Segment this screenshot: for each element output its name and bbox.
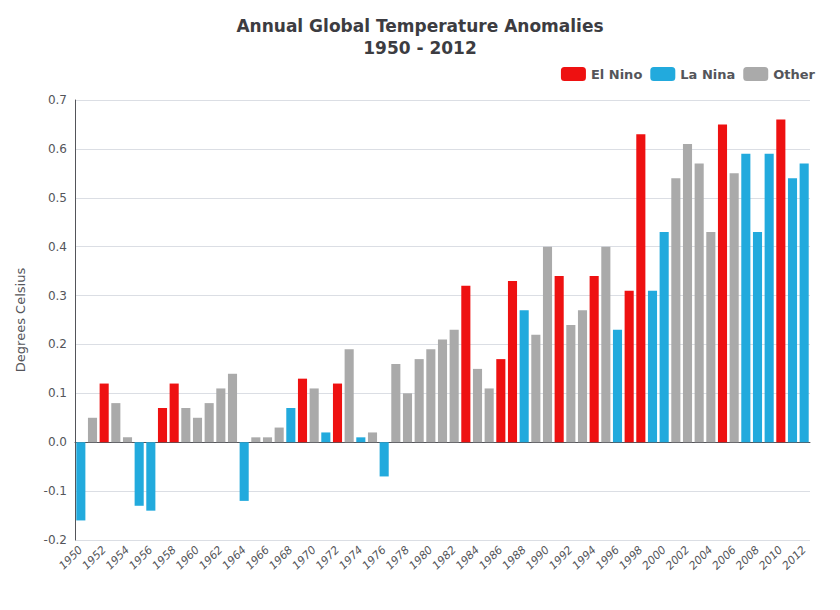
svg-text:2010: 2010 (756, 543, 785, 572)
svg-text:1986: 1986 (476, 543, 505, 572)
svg-text:1974: 1974 (336, 543, 365, 572)
svg-text:Other: Other (773, 67, 815, 82)
svg-text:1950: 1950 (56, 543, 85, 572)
svg-text:0.5: 0.5 (48, 191, 67, 205)
svg-text:1968: 1968 (266, 543, 295, 572)
svg-text:Degrees Celsius: Degrees Celsius (13, 268, 28, 373)
svg-text:-0.2: -0.2 (44, 533, 67, 547)
svg-text:2012: 2012 (780, 543, 809, 572)
svg-text:1966: 1966 (243, 543, 272, 572)
svg-text:1960: 1960 (173, 543, 202, 572)
svg-text:0.7: 0.7 (48, 93, 67, 107)
svg-text:1964: 1964 (220, 543, 249, 572)
svg-text:1992: 1992 (546, 543, 575, 572)
svg-text:1950 - 2012: 1950 - 2012 (363, 38, 477, 58)
svg-text:2004: 2004 (686, 543, 715, 572)
svg-text:0.3: 0.3 (48, 289, 67, 303)
svg-text:2008: 2008 (733, 543, 762, 572)
svg-text:1954: 1954 (103, 543, 132, 572)
svg-text:1984: 1984 (453, 543, 482, 572)
svg-text:1970: 1970 (290, 543, 319, 572)
svg-text:1996: 1996 (593, 543, 622, 572)
svg-text:1972: 1972 (313, 543, 342, 572)
svg-text:0.1: 0.1 (48, 386, 67, 400)
svg-text:2006: 2006 (710, 543, 739, 572)
svg-text:0.6: 0.6 (48, 142, 67, 156)
svg-text:1998: 1998 (616, 543, 645, 572)
svg-text:0.2: 0.2 (48, 337, 67, 351)
svg-text:1980: 1980 (406, 543, 435, 572)
svg-text:La Nina: La Nina (680, 67, 735, 82)
svg-text:2000: 2000 (640, 543, 669, 572)
svg-text:2002: 2002 (663, 543, 692, 572)
svg-text:1976: 1976 (360, 543, 389, 572)
svg-text:1988: 1988 (500, 543, 529, 572)
svg-text:1956: 1956 (126, 543, 155, 572)
svg-text:1990: 1990 (523, 543, 552, 572)
svg-text:1978: 1978 (383, 543, 412, 572)
svg-text:0.4: 0.4 (48, 240, 67, 254)
svg-text:El Nino: El Nino (591, 67, 642, 82)
svg-text:1962: 1962 (196, 543, 225, 572)
svg-text:1958: 1958 (150, 543, 179, 572)
svg-text:-0.1: -0.1 (44, 484, 67, 498)
svg-text:1994: 1994 (570, 543, 599, 572)
svg-text:0.0: 0.0 (48, 435, 67, 449)
svg-text:1952: 1952 (80, 543, 109, 572)
svg-text:1982: 1982 (430, 543, 459, 572)
svg-text:Annual Global Temperature Anom: Annual Global Temperature Anomalies (236, 16, 603, 36)
